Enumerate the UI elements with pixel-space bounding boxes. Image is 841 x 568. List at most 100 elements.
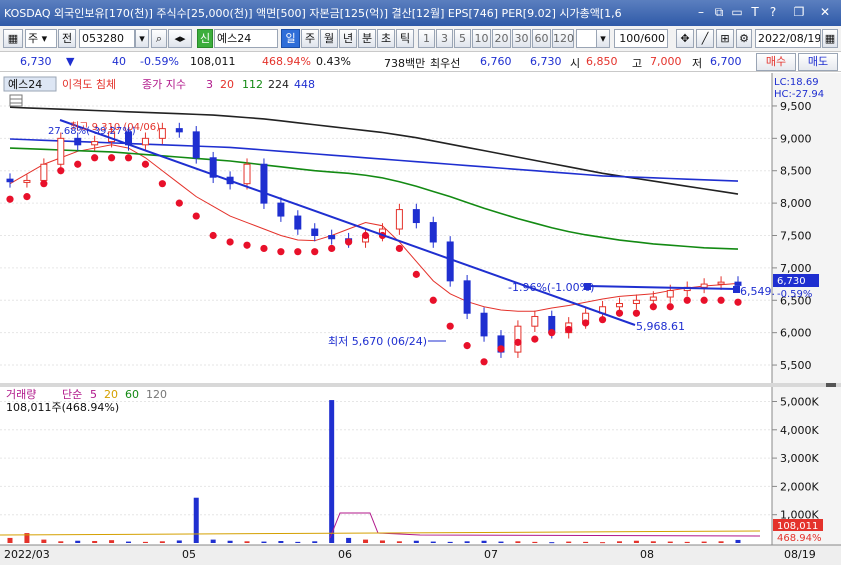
vol-ma-period-60: 60 xyxy=(125,388,139,401)
volume-bar xyxy=(329,400,335,543)
help-icon[interactable]: ? xyxy=(769,5,777,19)
panel-resize-handle[interactable] xyxy=(826,383,836,387)
interval-1-button[interactable]: 1 xyxy=(418,29,435,48)
best-ask-label: 최우선 xyxy=(430,57,461,70)
table-view-icon[interactable] xyxy=(9,94,23,107)
trend-line[interactable] xyxy=(59,119,636,326)
x-label-05: 05 xyxy=(182,548,196,561)
calendar-icon[interactable]: ▦ xyxy=(822,29,838,48)
oversold-marker xyxy=(548,329,556,337)
volume-bar xyxy=(616,541,622,543)
crosshair-icon[interactable]: ✥ xyxy=(676,29,694,48)
interval-3-button[interactable]: 3 xyxy=(436,29,453,48)
chart-toolbar: ▦ 주 ▾ 전 053280 ▾ ⌕ ◂▸ 신 예스24 일 주 월 년 분 초… xyxy=(0,26,841,52)
period-tick-tab[interactable]: 틱 xyxy=(396,29,414,48)
sell-button[interactable]: 매도 xyxy=(798,53,838,71)
oversold-marker xyxy=(649,303,657,311)
oversold-marker xyxy=(311,248,319,256)
oversold-marker xyxy=(124,154,133,162)
volume-bars xyxy=(7,400,741,544)
link-icon[interactable]: ⧉ xyxy=(714,5,724,19)
market-type-button[interactable]: 전 xyxy=(58,29,76,48)
oversold-marker xyxy=(429,296,437,304)
close-icon[interactable]: ✕ xyxy=(819,5,831,19)
x-axis-bg xyxy=(0,545,841,565)
market-select[interactable]: 주 ▾ xyxy=(25,29,57,48)
oversold-marker xyxy=(277,248,285,256)
open-label: 시 xyxy=(570,57,581,70)
volume-bar xyxy=(312,541,318,543)
pin-icon[interactable]: ▭ xyxy=(731,5,743,19)
candle-body xyxy=(463,280,471,314)
period-year-tab[interactable]: 년 xyxy=(339,29,357,48)
period-second-tab[interactable]: 초 xyxy=(377,29,395,48)
stock-code-input[interactable]: 053280 xyxy=(79,29,135,48)
volume-bar xyxy=(244,541,250,543)
period-month-tab[interactable]: 월 xyxy=(320,29,338,48)
trade-amount: 738백만 xyxy=(384,57,426,70)
horizontal-trend-line[interactable] xyxy=(587,285,737,290)
gear-icon[interactable]: ⚙ xyxy=(736,29,752,48)
indicator-icon[interactable]: ⊞ xyxy=(716,29,734,48)
ma-period-3: 3 xyxy=(206,78,213,91)
search-icon[interactable]: ⌕ xyxy=(151,29,167,48)
trend-line-handle[interactable] xyxy=(584,283,591,290)
chevron-down-icon[interactable]: ▾ xyxy=(596,29,610,48)
ma-line-112 xyxy=(9,147,739,250)
oversold-marker xyxy=(446,322,454,330)
volume-tick-label: 4,000K xyxy=(780,424,819,437)
stock-name-field[interactable]: 예스24 xyxy=(214,29,278,48)
period-minute-tab[interactable]: 분 xyxy=(358,29,376,48)
buy-button[interactable]: 매수 xyxy=(756,53,796,71)
text-icon[interactable]: T xyxy=(751,5,759,19)
chevron-down-icon[interactable]: ▾ xyxy=(135,29,149,48)
volume-bar xyxy=(363,539,369,543)
price-change-pct: -0.59% xyxy=(140,55,179,68)
interval-10-button[interactable]: 10 xyxy=(472,29,491,48)
panel-divider[interactable] xyxy=(0,383,841,387)
y-axis-bg xyxy=(772,73,841,565)
high-label: 고 xyxy=(632,57,643,70)
interval-60-button[interactable]: 60 xyxy=(532,29,551,48)
period-day-tab[interactable]: 일 xyxy=(281,29,300,48)
candles xyxy=(6,122,742,358)
minimize-icon[interactable]: – xyxy=(698,5,704,19)
sound-icon[interactable]: ◂▸ xyxy=(168,29,192,48)
volume-current-tag-text: 108,011 xyxy=(777,521,818,532)
price-legend-name: 예스24 xyxy=(8,78,42,91)
volume-legend-ma-label: 단순 xyxy=(62,388,82,401)
restore-icon[interactable]: ❐ xyxy=(793,5,805,19)
candle-body xyxy=(57,137,65,165)
title-bar: KOSDAQ 외국인보유[170(천)] 주식수[25,000(천)] 액면[5… xyxy=(0,0,841,26)
volume-tick-label: 5,000K xyxy=(780,395,819,408)
grid-icon[interactable]: ▦ xyxy=(3,29,23,48)
draw-line-icon[interactable]: ╱ xyxy=(696,29,714,48)
chart-area[interactable]: 예스24 이격도 침체 종가 지수 3 20 112 224 448 LC:18… xyxy=(0,73,841,565)
interval-20-button[interactable]: 20 xyxy=(492,29,511,48)
volume-bar xyxy=(24,533,30,543)
interval-30-button[interactable]: 30 xyxy=(512,29,531,48)
data-count-field[interactable]: 100/600 xyxy=(614,29,668,48)
price-legend-tag[interactable] xyxy=(3,76,57,92)
oversold-marker xyxy=(6,195,14,203)
x-label-07: 07 xyxy=(484,548,498,561)
interval-5-button[interactable]: 5 xyxy=(454,29,471,48)
date-field[interactable]: 2022/08/19 xyxy=(755,29,821,48)
x-label-right: 08/19 xyxy=(784,548,816,561)
volume-current-label: 108,011주(468.94%) xyxy=(6,401,119,414)
trend-line-handle[interactable] xyxy=(733,286,740,293)
candle-body xyxy=(294,215,302,230)
vol-ma-period-5: 5 xyxy=(90,388,97,401)
candle-body xyxy=(700,283,708,288)
oversold-marker xyxy=(141,160,150,168)
vol-ma-period-20: 20 xyxy=(104,388,118,401)
volume-bar xyxy=(735,539,741,543)
volume-bar xyxy=(481,540,487,543)
period-week-tab[interactable]: 주 xyxy=(301,29,319,48)
oversold-marker xyxy=(615,309,624,317)
candle-body xyxy=(192,131,200,159)
interval-120-button[interactable]: 120 xyxy=(552,29,574,48)
oversold-marker xyxy=(260,244,268,253)
volume-bar xyxy=(583,541,589,543)
candle-body xyxy=(141,137,149,146)
